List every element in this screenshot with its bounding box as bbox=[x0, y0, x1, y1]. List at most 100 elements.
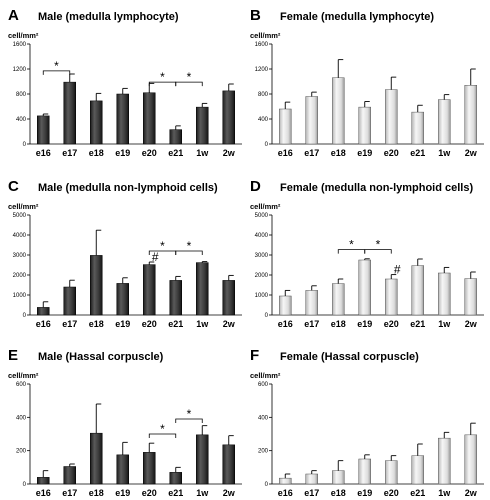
panel-letter: C bbox=[8, 178, 19, 195]
bar-e18 bbox=[332, 470, 345, 485]
y-tick-label: 1200 bbox=[255, 67, 269, 73]
x-tick-label: 2w bbox=[465, 148, 478, 158]
panel-e: E Male (Hassal corpuscle) cell/mm² 0 200 400 6… bbox=[8, 347, 242, 498]
panel-c: C Male (medulla non-lymphoid cells) cell/m… bbox=[8, 178, 242, 329]
y-tick-label: 0 bbox=[265, 482, 269, 488]
bar-e19 bbox=[116, 454, 129, 485]
y-tick-label: 5000 bbox=[13, 213, 27, 219]
significance-star: * bbox=[54, 59, 59, 73]
panel-letter: D bbox=[250, 178, 261, 195]
bar-e21 bbox=[411, 455, 424, 485]
bar-1w bbox=[438, 99, 451, 145]
y-unit-label: cell/mm² bbox=[8, 202, 39, 211]
bar-2w bbox=[464, 278, 477, 316]
x-tick-label: 2w bbox=[223, 319, 236, 329]
bar-e21 bbox=[411, 111, 424, 145]
y-tick-label: 1000 bbox=[13, 293, 27, 299]
significance-bracket bbox=[148, 433, 177, 438]
panel-f: F Female (Hassal corpuscle) cell/mm² 0 200 40… bbox=[250, 347, 484, 498]
x-tick-label: e18 bbox=[331, 319, 346, 329]
y-tick-label: 5000 bbox=[255, 213, 269, 219]
x-tick-label: e17 bbox=[62, 488, 77, 498]
bar-e20 bbox=[385, 89, 398, 145]
bar-e18 bbox=[332, 283, 345, 316]
bar-e19 bbox=[116, 93, 129, 145]
y-tick-label: 200 bbox=[16, 449, 27, 455]
x-tick-label: e20 bbox=[142, 148, 157, 158]
panel-d: D Female (medulla non-lymphoid cells) cell… bbox=[250, 178, 484, 329]
y-tick-label: 400 bbox=[258, 415, 269, 421]
bar-e17 bbox=[305, 473, 318, 485]
panel-title: Female (medulla lymphocyte) bbox=[280, 11, 434, 23]
y-tick-label: 3000 bbox=[13, 253, 27, 259]
x-tick-label: e16 bbox=[36, 488, 51, 498]
significance-star: * bbox=[187, 407, 192, 421]
bar-e19 bbox=[358, 106, 371, 145]
x-tick-label: e18 bbox=[331, 148, 346, 158]
x-tick-label: 1w bbox=[196, 319, 209, 329]
significance-star: * bbox=[376, 238, 381, 252]
x-tick-label: 2w bbox=[223, 488, 236, 498]
x-tick-label: e21 bbox=[410, 148, 425, 158]
y-tick-label: 2000 bbox=[255, 273, 269, 279]
x-tick-label: e19 bbox=[357, 319, 372, 329]
y-tick-label: 0 bbox=[23, 142, 27, 148]
x-tick-label: e21 bbox=[168, 319, 183, 329]
x-tick-label: e18 bbox=[331, 488, 346, 498]
x-tick-label: e21 bbox=[410, 488, 425, 498]
bar-e17 bbox=[305, 290, 318, 316]
x-tick-label: e18 bbox=[89, 319, 104, 329]
y-tick-label: 4000 bbox=[255, 233, 269, 239]
x-tick-label: e17 bbox=[62, 148, 77, 158]
bar-e19 bbox=[358, 458, 371, 485]
bar-2w bbox=[464, 85, 477, 145]
y-tick-label: 0 bbox=[265, 142, 269, 148]
significance-bracket bbox=[175, 418, 203, 423]
y-tick-label: 1200 bbox=[13, 67, 27, 73]
panel-title: Female (medulla non-lymphoid cells) bbox=[280, 182, 473, 194]
x-tick-label: e16 bbox=[36, 148, 51, 158]
bar-1w bbox=[438, 437, 451, 485]
panel-title: Female (Hassal corpuscle) bbox=[280, 351, 419, 363]
bar-e17 bbox=[63, 81, 76, 145]
y-tick-label: 0 bbox=[23, 482, 27, 488]
x-tick-label: e19 bbox=[115, 319, 130, 329]
x-tick-label: 1w bbox=[196, 148, 209, 158]
panel-title: Male (medulla non-lymphoid cells) bbox=[38, 182, 218, 194]
x-tick-label: e20 bbox=[142, 319, 157, 329]
bar-e21 bbox=[169, 129, 182, 145]
y-tick-label: 1600 bbox=[255, 42, 269, 48]
bar-e16 bbox=[279, 108, 292, 145]
difference-marker: # bbox=[394, 263, 401, 277]
significance-bracket bbox=[175, 81, 203, 87]
x-tick-label: e17 bbox=[304, 488, 319, 498]
y-tick-label: 400 bbox=[16, 117, 27, 123]
x-tick-label: e19 bbox=[115, 488, 130, 498]
y-tick-label: 3000 bbox=[255, 253, 269, 259]
x-tick-label: e17 bbox=[304, 148, 319, 158]
bar-e21 bbox=[169, 280, 182, 316]
significance-star: * bbox=[160, 239, 165, 253]
bar-e20 bbox=[143, 452, 156, 485]
x-tick-label: e16 bbox=[36, 319, 51, 329]
bar-2w bbox=[222, 444, 235, 485]
y-unit-label: cell/mm² bbox=[250, 371, 281, 380]
panel-title: Male (medulla lymphocyte) bbox=[38, 11, 179, 23]
bar-e17 bbox=[63, 286, 76, 316]
bar-e18 bbox=[332, 77, 345, 145]
x-tick-label: e16 bbox=[278, 148, 293, 158]
y-tick-label: 600 bbox=[258, 382, 269, 388]
bar-e17 bbox=[63, 466, 76, 485]
bar-e20 bbox=[143, 92, 156, 145]
significance-bracket bbox=[175, 250, 203, 255]
significance-bracket bbox=[42, 70, 71, 75]
bar-2w bbox=[464, 434, 477, 485]
panel-letter: F bbox=[250, 347, 259, 364]
y-tick-label: 2000 bbox=[13, 273, 27, 279]
x-tick-label: e19 bbox=[115, 148, 130, 158]
y-tick-label: 600 bbox=[16, 382, 27, 388]
panel-title: Male (Hassal corpuscle) bbox=[38, 351, 164, 363]
significance-star: * bbox=[160, 422, 165, 436]
panel-letter: A bbox=[8, 7, 19, 24]
